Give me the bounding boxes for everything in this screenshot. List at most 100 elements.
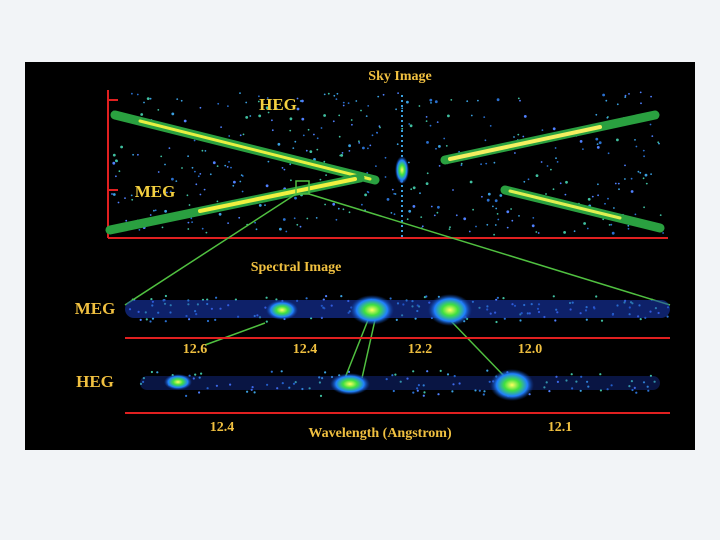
photon-dot xyxy=(545,193,547,195)
photon-dot xyxy=(136,93,139,96)
photon-dot xyxy=(494,199,498,203)
zoom-line xyxy=(308,193,671,306)
photon-dot xyxy=(206,319,210,323)
photon-dot xyxy=(199,193,202,196)
photon-dot xyxy=(412,391,415,394)
photon-dot xyxy=(187,221,190,224)
photon-dot xyxy=(187,228,190,230)
photon-dot xyxy=(369,144,372,147)
photon-dot xyxy=(608,224,611,226)
photon-dot xyxy=(230,166,232,169)
photon-dot xyxy=(258,114,262,118)
photon-dot xyxy=(579,389,582,392)
photon-dot xyxy=(338,114,341,117)
photon-dot xyxy=(195,183,198,186)
photon-dot xyxy=(540,161,543,163)
sky-title: Sky Image xyxy=(368,69,431,84)
photon-dot xyxy=(421,225,424,228)
photon-dot xyxy=(606,116,609,119)
photon-dot xyxy=(451,390,454,393)
meg-streak-right-core xyxy=(508,189,622,220)
photon-dot xyxy=(450,99,453,101)
photon-dot xyxy=(265,106,269,110)
photon-dot xyxy=(582,148,584,151)
photon-dot xyxy=(164,209,168,213)
photon-dot xyxy=(610,384,613,387)
photon-dot xyxy=(458,382,461,385)
photon-dot xyxy=(425,120,428,122)
photon-dot xyxy=(232,184,235,187)
photon-dot xyxy=(486,198,490,202)
photon-dot xyxy=(585,318,588,321)
photon-dot xyxy=(646,385,649,388)
photon-dot xyxy=(642,381,646,384)
meg-tick-label: 12.4 xyxy=(293,342,318,357)
photon-dot xyxy=(602,93,605,97)
photon-dot xyxy=(187,155,190,158)
meg-spectrum-band xyxy=(125,300,670,318)
photon-dot xyxy=(149,320,152,323)
photon-dot xyxy=(307,128,310,131)
photon-dot xyxy=(240,174,243,177)
photon-dot xyxy=(229,383,232,386)
photon-dot xyxy=(575,380,578,383)
photon-dot xyxy=(355,100,358,102)
photon-dot xyxy=(635,145,638,148)
heg-tick-label: 12.4 xyxy=(210,420,235,435)
photon-dot xyxy=(449,226,451,229)
photon-dot xyxy=(437,393,440,396)
photon-dot xyxy=(361,203,363,206)
photon-dot xyxy=(425,182,429,186)
sky-axes xyxy=(107,90,668,239)
photon-dot xyxy=(395,108,397,111)
photon-dot xyxy=(281,382,284,385)
photon-dot xyxy=(131,198,134,201)
photon-dot xyxy=(191,221,194,224)
meg-streak-left-core xyxy=(198,177,357,213)
photon-dot xyxy=(643,206,645,209)
photon-dot xyxy=(477,99,479,102)
photon-dot xyxy=(599,389,603,392)
photon-dot xyxy=(600,319,604,322)
photon-dot xyxy=(485,162,488,165)
photon-dot xyxy=(535,174,539,178)
photon-dot xyxy=(634,139,636,141)
photon-dot xyxy=(416,389,419,392)
photon-dot xyxy=(239,92,241,94)
heg-streak-right-core xyxy=(448,125,602,161)
photon-dot xyxy=(301,117,305,121)
photon-dot xyxy=(241,190,244,193)
photon-dot xyxy=(649,123,652,126)
photon-dot xyxy=(283,168,286,171)
photon-dot xyxy=(484,139,487,142)
photon-dot xyxy=(650,95,652,98)
photon-dot xyxy=(627,227,630,230)
photon-dot xyxy=(132,153,135,156)
photon-dot xyxy=(216,165,219,168)
photon-dot xyxy=(216,200,219,203)
photon-dot xyxy=(125,219,128,222)
photon-dot xyxy=(251,386,254,389)
photon-dot xyxy=(391,374,394,377)
photon-dot xyxy=(406,218,409,221)
photon-dot xyxy=(559,182,562,185)
photon-dot xyxy=(458,150,460,153)
photon-dot xyxy=(563,231,566,234)
photon-dot xyxy=(481,195,483,198)
photon-dot xyxy=(377,95,380,98)
photon-dot xyxy=(425,116,428,118)
meg-tick-label: 12.2 xyxy=(408,342,433,357)
photon-dot xyxy=(472,208,474,211)
photon-dot xyxy=(337,207,340,210)
photon-dot xyxy=(642,177,645,180)
photon-dot xyxy=(176,98,179,100)
photon-dot xyxy=(226,166,229,168)
photon-dot xyxy=(332,202,336,206)
photon-dot xyxy=(586,227,589,230)
photon-dot xyxy=(401,127,404,130)
photon-dot xyxy=(565,180,568,184)
photon-dot xyxy=(323,160,326,163)
photon-dot xyxy=(318,376,321,379)
photon-dot xyxy=(666,315,669,318)
photon-dot xyxy=(142,377,145,380)
